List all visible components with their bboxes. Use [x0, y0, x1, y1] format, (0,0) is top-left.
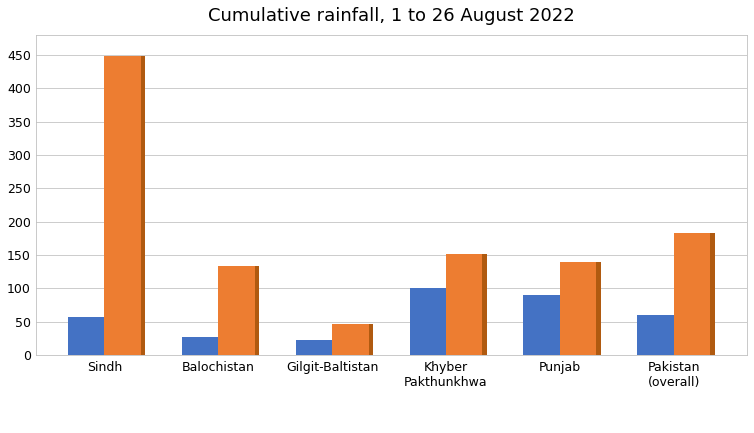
Bar — [674, 233, 710, 355]
Bar — [337, 324, 373, 355]
Bar — [523, 295, 560, 355]
Bar — [565, 262, 601, 355]
Legend: Average (mm), Actual (mm): Average (mm), Actual (mm) — [275, 432, 508, 433]
Bar — [679, 233, 715, 355]
Bar — [333, 324, 369, 355]
Bar — [446, 254, 483, 355]
Bar — [560, 262, 596, 355]
Bar — [451, 254, 487, 355]
Bar — [223, 266, 259, 355]
Bar — [68, 317, 105, 355]
Bar — [414, 288, 451, 355]
Bar — [186, 337, 223, 355]
Bar — [300, 340, 337, 355]
Title: Cumulative rainfall, 1 to 26 August 2022: Cumulative rainfall, 1 to 26 August 2022 — [208, 7, 575, 25]
Bar — [109, 55, 146, 355]
Bar — [528, 295, 565, 355]
Bar — [182, 337, 219, 355]
Bar — [219, 266, 255, 355]
Bar — [72, 317, 109, 355]
Bar — [296, 340, 333, 355]
Bar — [409, 288, 446, 355]
Bar — [642, 315, 679, 355]
Bar — [637, 315, 674, 355]
Bar — [105, 55, 141, 355]
